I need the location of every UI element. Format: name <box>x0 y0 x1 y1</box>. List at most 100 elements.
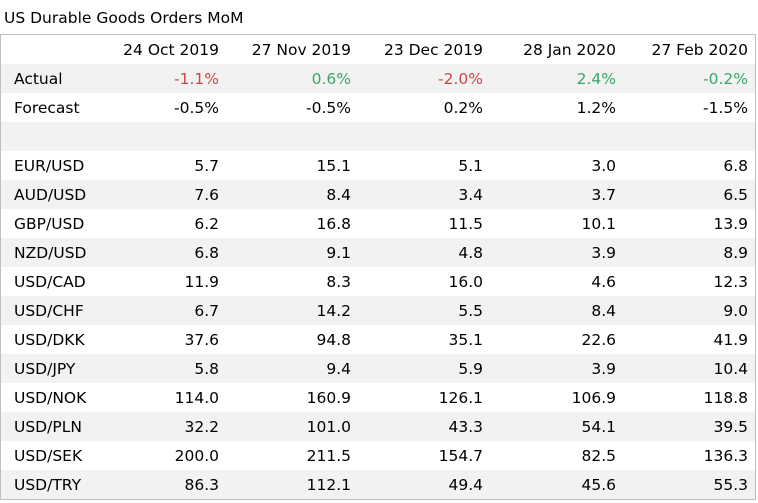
table-cell: 39.5 <box>713 417 748 436</box>
table-cell: 154.7 <box>438 446 483 465</box>
table-cell: 49.4 <box>448 475 483 494</box>
table-cell: 6.7 <box>194 301 219 320</box>
table-cell: 35.1 <box>448 330 483 349</box>
table-cell: 200.0 <box>174 446 219 465</box>
table-row: USD/TRY 86.3 112.1 49.4 45.6 55.3 <box>1 470 755 499</box>
row-label: EUR/USD <box>14 156 85 175</box>
column-header: 27 Feb 2020 <box>651 40 748 59</box>
table-row: USD/PLN 32.2 101.0 43.3 54.1 39.5 <box>1 412 755 441</box>
row-label: Actual <box>14 69 63 88</box>
table-cell: 4.6 <box>591 272 616 291</box>
table-cell: 211.5 <box>306 446 351 465</box>
table-cell: 136.3 <box>703 446 748 465</box>
table-cell: 5.5 <box>458 301 483 320</box>
table-cell: 106.9 <box>571 388 616 407</box>
table-row: EUR/USD 5.7 15.1 5.1 3.0 6.8 <box>1 151 755 180</box>
actual-value: -0.2% <box>703 69 748 88</box>
table-cell: 8.4 <box>591 301 616 320</box>
table-row: USD/NOK 114.0 160.9 126.1 106.9 118.8 <box>1 383 755 412</box>
table-cell: 160.9 <box>306 388 351 407</box>
table-row: USD/CHF 6.7 14.2 5.5 8.4 9.0 <box>1 296 755 325</box>
table-cell: 126.1 <box>438 388 483 407</box>
table-header-row: 24 Oct 2019 27 Nov 2019 23 Dec 2019 28 J… <box>1 35 755 64</box>
table-cell: 32.2 <box>184 417 219 436</box>
table-row: USD/JPY 5.8 9.4 5.9 3.9 10.4 <box>1 354 755 383</box>
forecast-value: -0.5% <box>174 98 219 117</box>
table-cell: 7.6 <box>194 185 219 204</box>
table-cell: 3.0 <box>591 156 616 175</box>
table-cell: 9.1 <box>326 243 351 262</box>
table-cell: 10.1 <box>581 214 616 233</box>
table-cell: 11.9 <box>184 272 219 291</box>
table-cell: 8.3 <box>326 272 351 291</box>
table-cell: 101.0 <box>306 417 351 436</box>
table-row: GBP/USD 6.2 16.8 11.5 10.1 13.9 <box>1 209 755 238</box>
row-label: USD/CHF <box>14 301 84 320</box>
forecast-row: Forecast -0.5% -0.5% 0.2% 1.2% -1.5% <box>1 93 755 122</box>
column-header: 24 Oct 2019 <box>123 40 219 59</box>
table-cell: 3.4 <box>458 185 483 204</box>
table-cell: 22.6 <box>581 330 616 349</box>
actual-row: Actual -1.1% 0.6% -2.0% 2.4% -0.2% <box>1 64 755 93</box>
forecast-value: 0.2% <box>443 98 483 117</box>
table-cell: 8.9 <box>723 243 748 262</box>
table-cell: 9.4 <box>326 359 351 378</box>
row-label: USD/DKK <box>14 330 85 349</box>
table-row: USD/CAD 11.9 8.3 16.0 4.6 12.3 <box>1 267 755 296</box>
table-cell: 13.9 <box>713 214 748 233</box>
table-cell: 37.6 <box>184 330 219 349</box>
actual-value: 0.6% <box>311 69 351 88</box>
table-cell: 118.8 <box>703 388 748 407</box>
table-cell: 112.1 <box>306 475 351 494</box>
table-row: NZD/USD 6.8 9.1 4.8 3.9 8.9 <box>1 238 755 267</box>
row-label: USD/JPY <box>14 359 76 378</box>
actual-value: 2.4% <box>576 69 616 88</box>
table-cell: 43.3 <box>448 417 483 436</box>
row-label: USD/SEK <box>14 446 83 465</box>
row-label: USD/NOK <box>14 388 87 407</box>
table-cell: 3.9 <box>591 243 616 262</box>
table-cell: 9.0 <box>723 301 748 320</box>
table-cell: 5.8 <box>194 359 219 378</box>
column-header: 23 Dec 2019 <box>383 40 483 59</box>
table-cell: 55.3 <box>713 475 748 494</box>
table-cell: 5.7 <box>194 156 219 175</box>
table-cell: 16.0 <box>448 272 483 291</box>
table-cell: 15.1 <box>316 156 351 175</box>
table-cell: 10.4 <box>713 359 748 378</box>
forecast-value: 1.2% <box>576 98 616 117</box>
table-cell: 86.3 <box>184 475 219 494</box>
table-cell: 6.2 <box>194 214 219 233</box>
row-label: NZD/USD <box>14 243 87 262</box>
table-row: USD/DKK 37.6 94.8 35.1 22.6 41.9 <box>1 325 755 354</box>
table-row: AUD/USD 7.6 8.4 3.4 3.7 6.5 <box>1 180 755 209</box>
table-cell: 45.6 <box>581 475 616 494</box>
table-cell: 8.4 <box>326 185 351 204</box>
table-cell: 54.1 <box>581 417 616 436</box>
actual-value: -2.0% <box>438 69 483 88</box>
table-cell: 3.9 <box>591 359 616 378</box>
table-cell: 4.8 <box>458 243 483 262</box>
forecast-value: -1.5% <box>703 98 748 117</box>
table-row: USD/SEK 200.0 211.5 154.7 82.5 136.3 <box>1 441 755 470</box>
table-cell: 3.7 <box>591 185 616 204</box>
table-cell: 6.8 <box>723 156 748 175</box>
table-cell: 5.9 <box>458 359 483 378</box>
row-label: USD/CAD <box>14 272 86 291</box>
table-cell: 6.8 <box>194 243 219 262</box>
column-header: 28 Jan 2020 <box>523 40 616 59</box>
actual-value: -1.1% <box>174 69 219 88</box>
row-label: USD/TRY <box>14 475 82 494</box>
table-cell: 16.8 <box>316 214 351 233</box>
table-cell: 114.0 <box>174 388 219 407</box>
table-title: US Durable Goods Orders MoM <box>4 9 244 27</box>
spacer-row <box>1 122 755 151</box>
table-cell: 6.5 <box>723 185 748 204</box>
table-cell: 14.2 <box>316 301 351 320</box>
table-cell: 41.9 <box>713 330 748 349</box>
row-label: GBP/USD <box>14 214 85 233</box>
column-header: 27 Nov 2019 <box>251 40 351 59</box>
table-cell: 5.1 <box>458 156 483 175</box>
row-label: Forecast <box>14 98 80 117</box>
data-table: 24 Oct 2019 27 Nov 2019 23 Dec 2019 28 J… <box>0 34 756 500</box>
